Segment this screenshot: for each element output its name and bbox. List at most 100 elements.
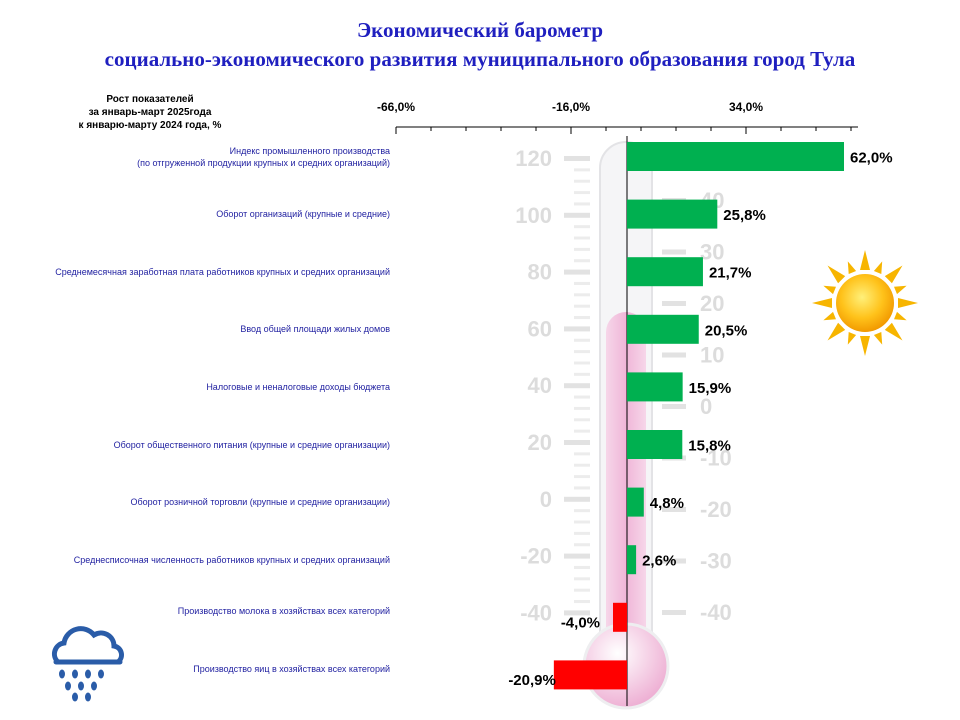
celsius-scale-label: 120 (515, 146, 552, 171)
fahrenheit-scale-label: 10 (700, 343, 724, 368)
celsius-minor-tick (574, 247, 590, 251)
sun-ray (827, 265, 846, 284)
x-tick-label: -66,0% (377, 100, 415, 114)
sun-ray (894, 285, 907, 295)
category-label: Индекс промышленного производства (по отг… (20, 145, 390, 169)
celsius-scale-label: 40 (528, 373, 552, 398)
celsius-minor-tick (574, 463, 590, 467)
celsius-minor-tick (574, 372, 590, 376)
celsius-scale-tick (564, 269, 590, 275)
sun-ray (823, 285, 836, 295)
bar (627, 257, 703, 287)
sun-icon (812, 250, 918, 356)
celsius-minor-tick (574, 202, 590, 206)
fahrenheit-scale-label: -20 (700, 497, 732, 522)
celsius-minor-tick (574, 429, 590, 433)
fahrenheit-scale-tick (662, 507, 686, 512)
celsius-minor-tick (574, 486, 590, 490)
data-label: -4,0% (561, 614, 600, 631)
celsius-scale-tick (564, 610, 590, 616)
celsius-minor-tick (574, 236, 590, 240)
celsius-scale-label: 100 (515, 203, 552, 228)
fahrenheit-scale-label: -30 (700, 549, 732, 574)
celsius-minor-tick (574, 281, 590, 285)
celsius-scale-tick (564, 496, 590, 502)
bar (627, 487, 644, 517)
x-tick-label: 34,0% (729, 100, 763, 114)
chart-title-line1: Экономический барометр (356, 18, 604, 42)
bar (627, 314, 699, 344)
celsius-minor-tick (574, 509, 590, 513)
sun-ray (827, 322, 846, 341)
sun-ray (847, 332, 857, 345)
data-label: 2,6% (642, 553, 676, 570)
fahrenheit-scale-tick (662, 249, 686, 255)
bar (613, 602, 627, 632)
bar (627, 430, 683, 459)
sun-ray (847, 261, 857, 274)
celsius-minor-tick (574, 316, 590, 320)
celsius-minor-tick (574, 179, 590, 183)
axis-caption-line2: за январь-март 2025года (88, 107, 212, 118)
sun-ray (884, 265, 903, 284)
celsius-minor-tick (574, 304, 590, 308)
sun-ray (860, 250, 870, 270)
celsius-scale-tick (564, 383, 590, 389)
category-label-line: Оборот организаций (крупные и средние) (216, 209, 390, 220)
sun-ray (894, 311, 907, 321)
category-label: Среднесписочная численность работников к… (20, 554, 390, 566)
axis-caption: Рост показателей за январь-март 2025года… (40, 93, 260, 132)
data-label: 15,9% (689, 380, 732, 397)
fahrenheit-scale-label: 0 (700, 394, 712, 419)
bar (627, 199, 718, 229)
fahrenheit-scale-label: -40 (700, 600, 732, 625)
fahrenheit-scale-label: 30 (700, 240, 724, 265)
fahrenheit-scale-label: -10 (700, 446, 732, 471)
sun-ray (898, 298, 918, 308)
sun-ray (873, 332, 883, 345)
celsius-minor-tick (574, 418, 590, 422)
celsius-minor-tick (574, 543, 590, 547)
category-label: Оборот организаций (крупные и средние) (20, 208, 390, 220)
celsius-scale-label: -20 (520, 544, 552, 569)
celsius-scale-label: 0 (540, 487, 552, 512)
chart-title-line2: социально-экономического развития муници… (104, 47, 856, 71)
category-label-line: Ввод общей площади жилых домов (240, 324, 390, 335)
celsius-scale-tick (564, 212, 590, 218)
category-label-line: Индекс промышленного производства (229, 145, 390, 156)
data-label: 20,5% (705, 322, 748, 339)
celsius-scale-tick (564, 326, 590, 332)
bar (553, 660, 627, 690)
data-label: 62,0% (850, 150, 893, 167)
sun-ray (884, 322, 903, 341)
celsius-scale-tick (564, 553, 590, 559)
fahrenheit-scale-tick (662, 352, 686, 358)
sun-ray (860, 336, 870, 356)
axis-caption-line3: к январю-марту 2024 года, % (78, 120, 222, 131)
category-label: Среднемесячная заработная плата работник… (20, 266, 390, 278)
celsius-minor-tick (574, 293, 590, 297)
celsius-minor-tick (574, 191, 590, 195)
category-label-line: Оборот розничной торговли (крупные и сре… (130, 497, 391, 508)
sun-ray (812, 298, 832, 308)
sun-ray (873, 261, 883, 274)
rain-cloud-icon (51, 626, 124, 702)
category-label-line: (по отгруженной продукции крупных и сред… (137, 157, 390, 168)
celsius-minor-tick (574, 520, 590, 524)
sun-ray (823, 311, 836, 321)
category-label: Производство молока в хозяйствах всех ка… (20, 605, 390, 617)
celsius-minor-tick (574, 452, 590, 456)
x-tick-label: -16,0% (552, 100, 590, 114)
fahrenheit-scale-label: 20 (700, 291, 724, 316)
celsius-minor-tick (574, 565, 590, 569)
category-label-line: Производство яиц в хозяйствах всех катег… (193, 663, 390, 674)
data-label: -20,9% (508, 672, 556, 689)
celsius-minor-tick (574, 406, 590, 410)
category-label: Налоговые и неналоговые доходы бюджета (20, 381, 390, 393)
celsius-scale-label: 60 (528, 316, 552, 341)
celsius-minor-tick (574, 577, 590, 581)
celsius-scale-label: 20 (528, 430, 552, 455)
data-label: 21,7% (709, 265, 752, 282)
celsius-minor-tick (574, 475, 590, 479)
celsius-minor-tick (574, 168, 590, 172)
